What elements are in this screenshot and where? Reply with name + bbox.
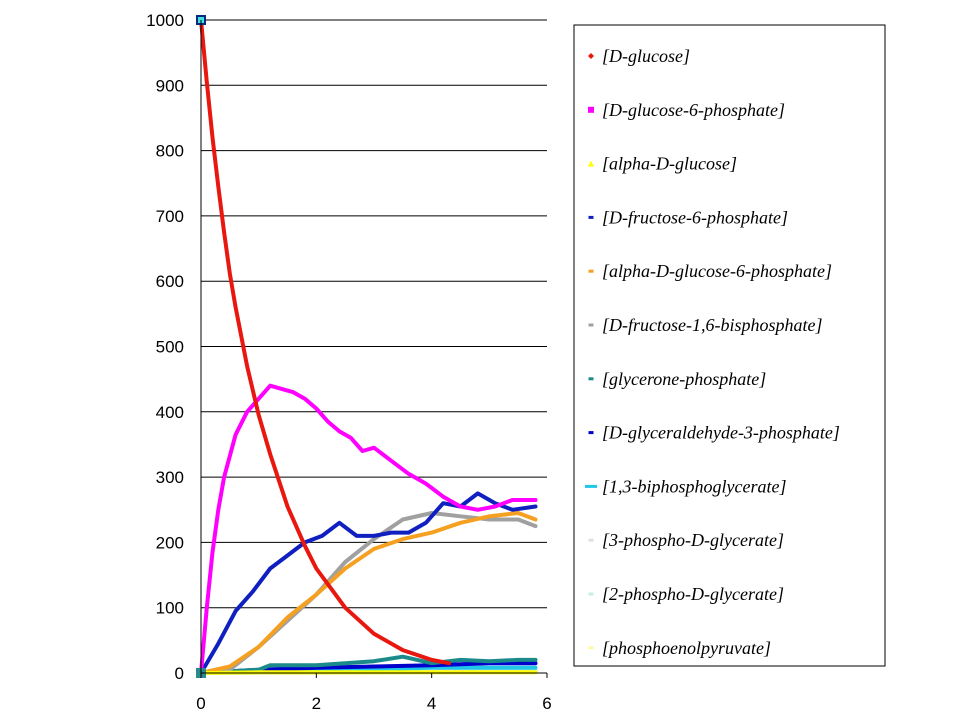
x-tick-label: 6 [542,694,551,713]
series-line-d-glucose [199,18,451,666]
legend-swatch-d-glucose-6-phosphate [588,106,594,113]
legend-label-2-phospho-d-glycerate: [2-phospho-D-glycerate] [602,584,784,604]
legend-swatch-glycerone-phosphate [588,377,594,381]
y-tick-label: 500 [156,338,184,357]
y-tick-label: 100 [156,599,184,618]
ticks: 0 100 200 300 400 500 600 700 800 900 1000 0 2 4 6 [146,11,552,713]
x-tick-label: 4 [427,694,436,713]
y-tick-label: 400 [156,403,184,422]
y-tick-label: 900 [156,76,184,95]
legend-swatch-alpha-d-glucose-6-phosphate [588,269,594,273]
legend-label-glycerone-phosphate: [glycerone-phosphate] [602,369,766,389]
legend-swatch-d-glyceraldehyde-3-phosphate [588,431,594,435]
legend-swatch-2-phospho-d-glycerate [588,592,594,596]
legend-label-d-fructose-1-6-bisphosphate: [D-fructose-1,6-bisphosphate] [602,315,822,335]
y-tick-label: 800 [156,142,184,161]
series-line-d-glucose-6-phosphate [199,383,538,675]
legend-label-d-glyceraldehyde-3-phosphate: [D-glyceraldehyde-3-phosphate] [602,423,840,443]
legend-label-d-fructose-6-phosphate: [D-fructose-6-phosphate] [602,207,788,227]
legend-swatch-d-fructose-6-phosphate [588,215,594,219]
legend-label-alpha-d-glucose: [alpha-D-glucose] [602,154,737,174]
legend-label-d-glucose: [D-glucose] [602,46,690,66]
legend-label-alpha-d-glucose-6-phosphate: [alpha-D-glucose-6-phosphate] [602,261,832,281]
series-line-d-fructose-6-phosphate [199,491,538,675]
legend-swatch-3-phospho-d-glycerate [588,538,594,542]
series-layer [196,15,538,678]
legend-label-3-phospho-d-glycerate: [3-phospho-D-glycerate] [602,530,784,550]
legend-swatch-d-glucose [588,53,594,59]
y-tick-label: 200 [156,533,184,552]
legend-swatch-1-3-biphosphoglycerate [585,484,597,488]
legend: [D-glucose] [D-glucose-6-phosphate] [alpha… [573,24,886,667]
legend-swatch-alpha-d-glucose [588,160,594,167]
y-tick-label: 300 [156,468,184,487]
series-line-glycerone-phosphate [199,654,538,675]
legend-box [573,24,886,667]
legend-label-1-3-biphosphoglycerate: [1,3-biphosphoglycerate] [602,476,786,496]
y-tick-label: 700 [156,207,184,226]
x-tick-label: 0 [196,694,205,713]
legend-swatch-phosphoenolpyruvate [588,646,594,650]
y-tick-label: 600 [156,272,184,291]
y-tick-label: 0 [175,664,184,683]
x-tick-label: 2 [312,694,321,713]
legend-swatch-d-fructose-1-6-bisphosphate [588,323,594,327]
legend-label-phosphoenolpyruvate: [phosphoenolpyruvate] [602,638,771,658]
y-tick-label: 1000 [146,11,184,30]
gridlines [201,19,547,674]
series-line-alpha-d-glucose-6-phosphate [199,511,538,675]
axes [200,20,547,674]
legend-label-d-glucose-6-phosphate: [D-glucose-6-phosphate] [602,100,785,120]
series-line-alpha-d-glucose [199,670,538,675]
